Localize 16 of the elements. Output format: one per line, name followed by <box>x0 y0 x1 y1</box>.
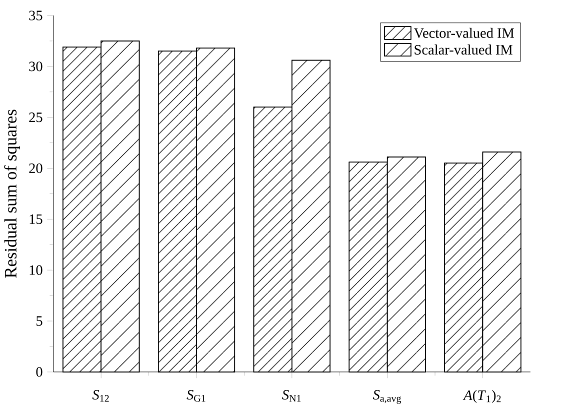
legend-label: Scalar-valued IM <box>414 44 512 55</box>
x-tick-label: S$_{G1}$ <box>186 390 206 402</box>
legend-label: Vector-valued IM <box>414 28 514 38</box>
x-tick-label: S$_{N1}$ <box>282 390 301 402</box>
y-tick-label: 30 <box>29 62 42 72</box>
y-tick-label: 35 <box>29 10 42 20</box>
y-tick-label: 10 <box>30 265 42 275</box>
y-tick-label: 15 <box>30 214 42 224</box>
y-tick-label: 25 <box>29 112 42 122</box>
y-axis-title: Residual sum of squares <box>4 110 20 278</box>
x-tick-label: A(T$_{1}$)$_{2}$ <box>462 390 501 403</box>
y-tick-label: 0 <box>36 367 42 377</box>
x-tick-label: S$_{12}$ <box>92 390 109 402</box>
y-tick-label: 20 <box>29 163 42 174</box>
x-tick-label: S$_{a,avg}$ <box>372 390 402 404</box>
y-tick-label: 5 <box>36 316 42 326</box>
